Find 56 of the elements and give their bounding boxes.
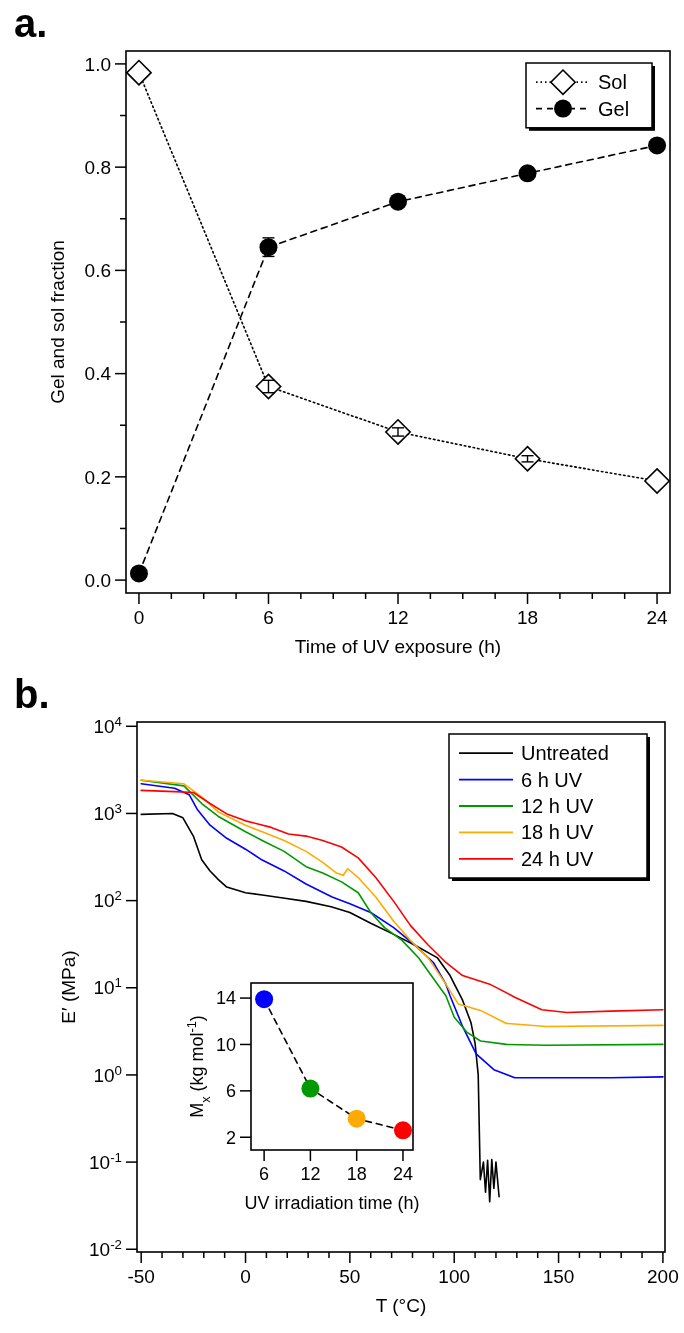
y-tick-label: 10$^{2}$ [93,887,122,912]
y-tick-label: 0.2 [84,466,111,488]
x-tick-label: 18 [346,1164,367,1185]
x-axis-title: Time of UV exposure (h) [294,636,502,658]
x-axis-title: T (°C) [375,1295,427,1317]
x-axis-title: UV irradiation time (h) [244,1192,420,1213]
x-tick-label: 12 [300,1164,321,1185]
point [347,1109,366,1128]
y-tick-label: 6 [225,1081,236,1102]
y-tick-label: 0.8 [84,156,111,178]
y-tick-label: 10$^{0}$ [93,1062,122,1086]
y-axis-title: Gel and sol fraction [47,240,68,404]
point [255,990,274,1009]
x-tick-label: 6 [259,1164,270,1185]
x-tick-label: 50 [339,1266,361,1288]
legend-label: 24 h UV [521,847,594,870]
point [126,59,152,86]
y-tick-label: 2 [225,1127,236,1148]
point [389,192,407,211]
y-tick-label: 14 [215,988,236,1009]
y-tick-label: 10$^{-2}$ [89,1236,122,1260]
y-tick-label: 10$^{4}$ [93,713,122,737]
legend-label: 6 h UV [521,768,583,791]
y-tick-label: 0.4 [84,363,112,385]
legend-label: 18 h UV [521,821,594,844]
legend-label: Untreated [521,742,609,765]
legend-label: Gel [598,97,630,120]
x-tick-label: 24 [646,607,669,629]
y-tick-label: 10$^{1}$ [93,974,122,999]
point [129,564,148,583]
x-tick-label: 200 [647,1266,679,1288]
x-tick-label: 24 [392,1164,413,1185]
point [518,164,537,183]
x-tick-label: 0 [133,607,145,629]
point [648,136,667,155]
x-tick-label: 100 [438,1266,471,1288]
y-tick-label: 10 [215,1034,236,1055]
chart-title: b. [14,672,50,716]
y-tick-label: 0.6 [84,260,111,282]
y-tick-label: 1.0 [84,53,111,75]
y-axis-title: E′ (MPa) [58,950,79,1024]
x-tick-label: -50 [127,1266,155,1288]
y-tick-label: 0.0 [84,569,111,591]
legend-label: 12 h UV [521,795,594,817]
point [301,1079,320,1098]
y-tick-label: 10$^{-1}$ [89,1149,122,1173]
x-tick-label: 12 [387,607,409,629]
point [393,1121,412,1140]
x-tick-label: 150 [542,1266,575,1288]
legend-label: Sol [598,71,627,94]
chart-title: a. [14,1,48,45]
x-tick-label: 18 [516,607,539,629]
x-tick-label: 0 [240,1266,251,1288]
y-tick-label: 10$^{3}$ [93,800,122,825]
x-tick-label: 6 [263,607,274,629]
point [644,468,670,494]
